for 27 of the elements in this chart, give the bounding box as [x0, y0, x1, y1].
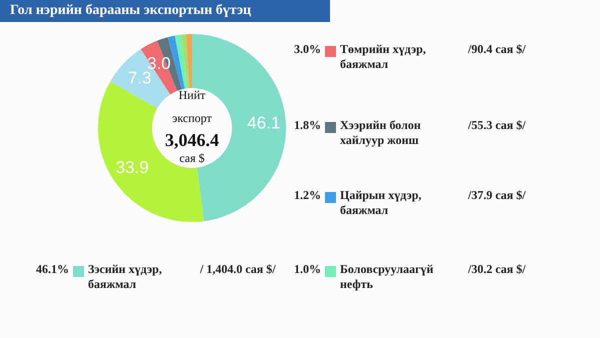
- donut-slice: [186, 34, 192, 88]
- legend-label: Хээрийн болон хайлуур жонш: [340, 118, 422, 148]
- donut-slice: [180, 34, 190, 88]
- text: Нийт: [178, 88, 206, 103]
- text: 1.8%: [294, 118, 321, 133]
- text: экспорт: [171, 111, 213, 126]
- text: /37.9 сая $/: [468, 188, 527, 203]
- text: 1.2%: [294, 188, 321, 203]
- legend-label: Зэсийн хүдэр, баяжмал: [88, 262, 163, 292]
- text: /30.2 сая $/: [468, 262, 527, 277]
- text: /90.4 сая $/: [468, 42, 527, 57]
- text: сая $: [178, 151, 206, 166]
- data-label: 33.9: [116, 158, 149, 178]
- legend-label: Боловсруулаагүй нефть: [340, 262, 434, 292]
- chart-title: Гол нэрийн барааны экспортын бүтэц: [0, 0, 330, 22]
- text: 1.0%: [294, 262, 321, 277]
- legend-label: Төмрийн хүдэр, баяжмал: [340, 42, 427, 72]
- legend-label: Цайрын хүдэр, баяжмал: [340, 188, 422, 218]
- data-label: 46.1: [247, 113, 280, 132]
- text: /55.3 сая $/: [468, 118, 527, 133]
- text: 46.1%: [36, 262, 69, 277]
- text: 3,046.4: [164, 130, 220, 151]
- donut-slice: [110, 49, 170, 108]
- text: / 1,404.0 сая $/: [200, 262, 276, 276]
- data-label: 7.3: [128, 68, 152, 88]
- donut-slice: [174, 34, 188, 89]
- text: 3.0%: [294, 42, 321, 57]
